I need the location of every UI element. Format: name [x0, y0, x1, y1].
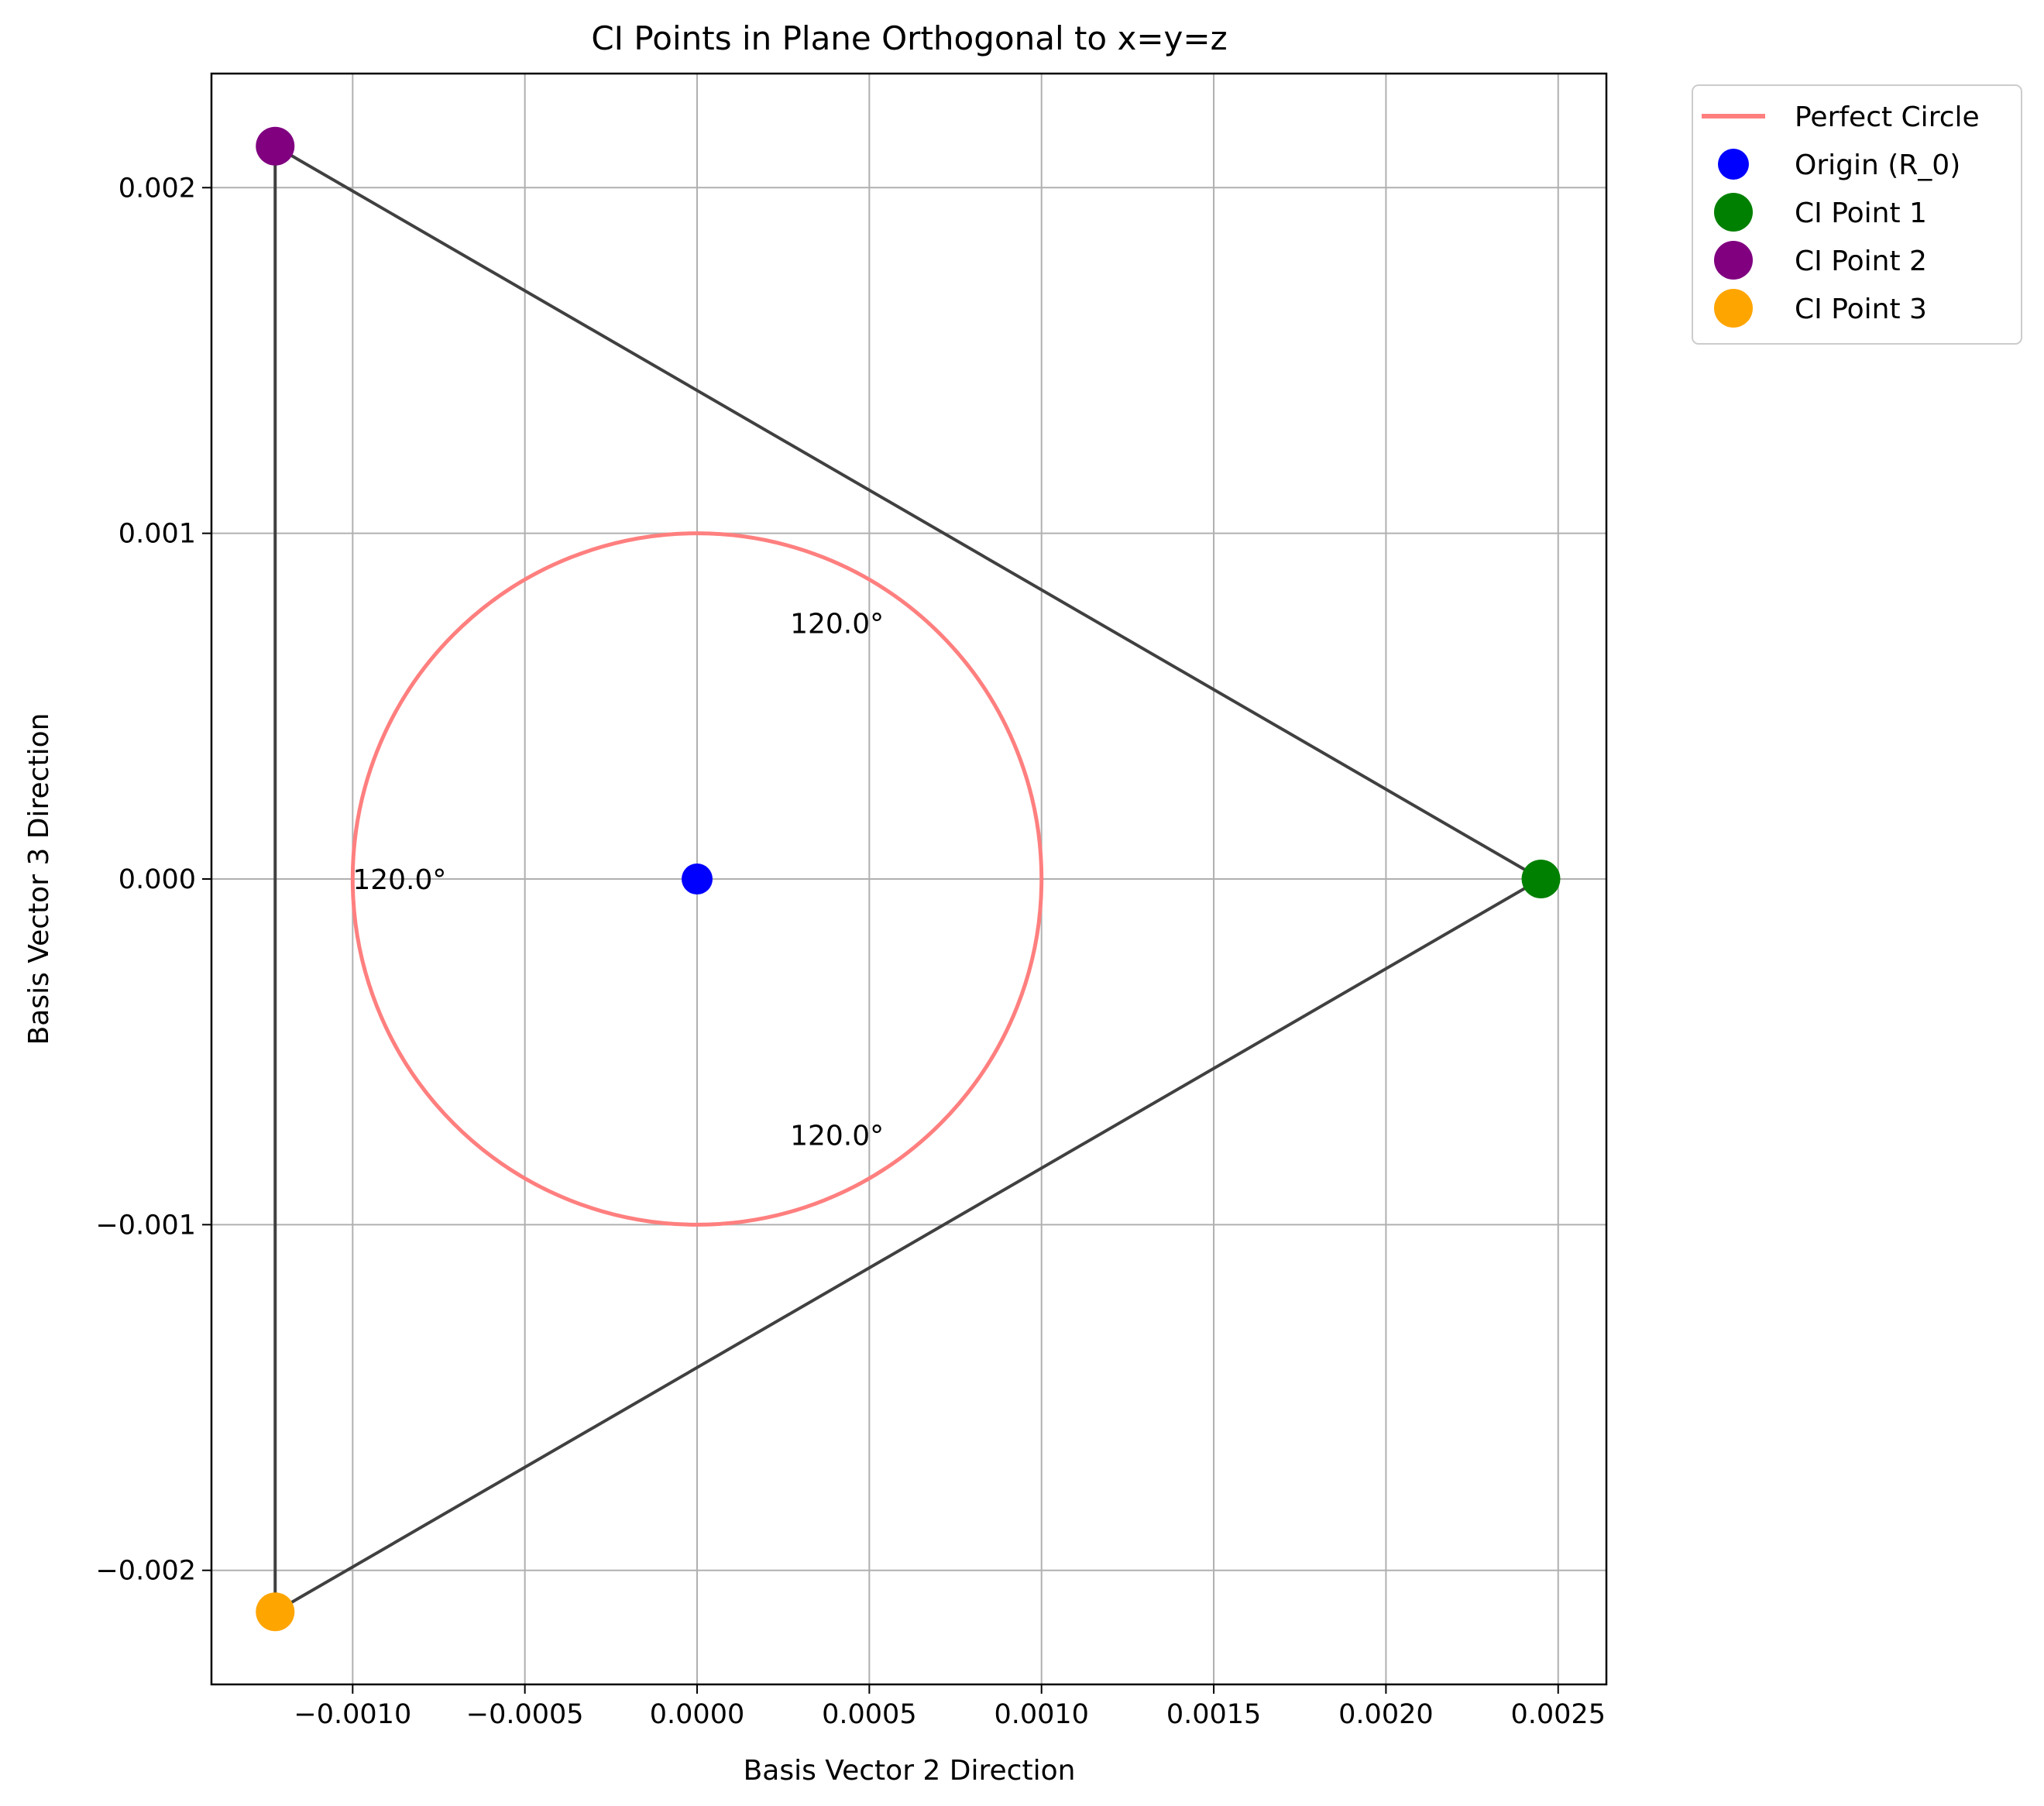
annotation-layer: 120.0° 120.0° 120.0° — [352, 609, 884, 1152]
angle-annotation: 120.0° — [790, 609, 884, 640]
legend-item-label: Origin (R_0) — [1795, 149, 1960, 181]
y-tick-label: 0.001 — [119, 519, 196, 550]
legend-swatch-marker — [1714, 193, 1753, 232]
x-tick-label: 0.0005 — [822, 1699, 916, 1730]
triangle-layer — [273, 143, 1542, 1615]
y-tick-label: −0.001 — [95, 1210, 196, 1241]
y-tick-label: −0.002 — [95, 1556, 196, 1587]
point-ci-point-1 — [1521, 860, 1561, 898]
triangle-outline — [273, 143, 1542, 1615]
x-tick-label: −0.0010 — [294, 1699, 411, 1730]
y-tick-layer: −0.002 −0.001 0.000 0.001 0.002 — [95, 173, 211, 1587]
x-tick-label: 0.0010 — [994, 1699, 1088, 1730]
x-axis-label: Basis Vector 2 Direction — [744, 1755, 1076, 1787]
angle-annotation: 120.0° — [352, 864, 446, 896]
x-tick-label: 0.0020 — [1338, 1699, 1433, 1730]
x-tick-label: 0.0000 — [650, 1699, 744, 1730]
y-tick-label: 0.000 — [119, 864, 196, 895]
point-ci-point-3 — [256, 1592, 295, 1632]
legend: Perfect Circle Origin (R_0) CI Point 1 CI P… — [1692, 84, 2022, 345]
x-tick-label: 0.0015 — [1166, 1699, 1261, 1730]
circle-layer — [350, 531, 1044, 1227]
point-origin-r-0 — [682, 864, 713, 894]
point-ci-point-2 — [256, 126, 295, 166]
legend-item-label: CI Point 1 — [1795, 197, 1927, 229]
legend-item-label: Perfect Circle — [1795, 101, 1980, 133]
legend-item-label: CI Point 3 — [1795, 294, 1927, 325]
x-tick-label: 0.0025 — [1511, 1699, 1606, 1730]
legend-swatch-marker — [1714, 289, 1753, 328]
y-axis-label: Basis Vector 3 Direction — [23, 713, 55, 1045]
legend-swatch-marker — [1714, 241, 1753, 280]
angle-annotation: 120.0° — [790, 1120, 884, 1152]
perfect-circle — [350, 531, 1044, 1227]
y-tick-label: 0.002 — [119, 173, 196, 204]
x-tick-label: −0.0005 — [466, 1699, 584, 1730]
legend-swatch-marker — [1718, 149, 1749, 180]
points-layer — [256, 126, 1561, 1632]
legend-box — [1692, 84, 2022, 345]
legend-item-label: CI Point 2 — [1795, 245, 1927, 277]
chart-title: CI Points in Plane Orthogonal to x=y=z — [591, 19, 1227, 57]
x-tick-layer: −0.0010 −0.0005 0.0000 0.0005 0.0010 0.0015 0.… — [294, 1684, 1606, 1730]
